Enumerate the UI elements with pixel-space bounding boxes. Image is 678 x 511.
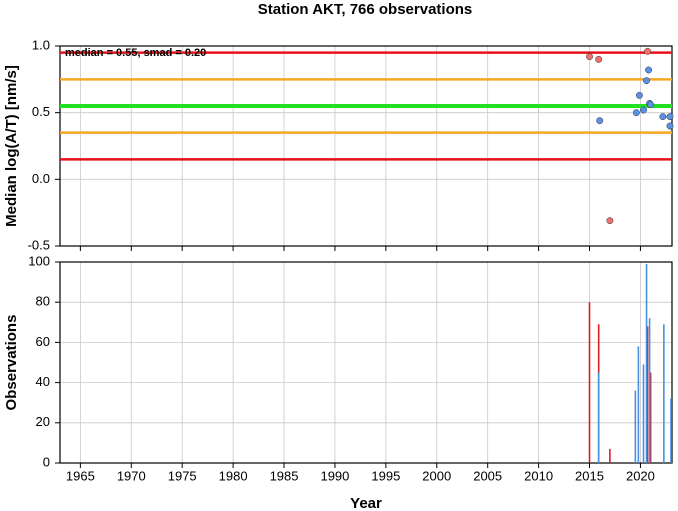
point [606,217,614,225]
x-tick-label: 2020 [626,468,655,483]
bar [645,264,648,463]
plot-frame [59,261,673,464]
x-tick-label: 1980 [219,468,248,483]
x-tick-label: 2010 [524,468,553,483]
bar [609,448,611,463]
x-tick-label: 1975 [168,468,197,483]
point [595,55,603,63]
point [632,109,640,117]
x-tick-label: 1965 [66,468,95,483]
point [645,66,653,74]
y-tick-label: -0.5 [28,237,50,252]
x-tick-label: 2005 [473,468,502,483]
bar [637,346,640,463]
x-tick-label: 1990 [320,468,349,483]
point [644,47,652,55]
y-axis-label: Observations [3,315,20,411]
point [586,53,593,61]
point [659,113,667,121]
y-axis-label: Median log(A/T) [nm/s] [3,65,20,227]
bar [670,398,672,463]
point [666,113,674,121]
y-tick-label: 80 [36,294,50,309]
plot-frame [59,45,673,247]
y-tick-label: 0.5 [32,104,50,119]
x-tick-label: 2015 [575,468,604,483]
bar [663,324,665,463]
x-tick-label: 1995 [371,468,400,483]
point [643,77,650,85]
y-tick-label: 60 [36,334,50,349]
point [596,117,604,125]
point [647,101,655,109]
bar [646,326,649,463]
bar [642,364,645,463]
x-tick-label: 1985 [270,468,299,483]
x-tick-label: 2000 [422,468,451,483]
y-tick-label: 0.0 [32,171,50,186]
annotation: median = 0.55, smad = 0.20 [65,47,206,59]
point [635,91,643,99]
bar [649,372,652,463]
point [666,122,674,130]
y-tick-label: 40 [36,374,50,389]
chart-title: Station AKT, 766 observations [258,1,473,18]
y-tick-label: 0 [43,454,50,469]
bar [648,318,651,463]
x-axis-label: Year [350,495,382,511]
bar [588,302,591,463]
y-tick-label: 100 [28,253,50,268]
point [640,106,647,114]
y-tick-label: 1.0 [32,37,50,52]
bar [634,390,637,463]
y-tick-label: 20 [36,414,50,429]
x-tick-label: 1970 [117,468,146,483]
bar [597,372,600,463]
